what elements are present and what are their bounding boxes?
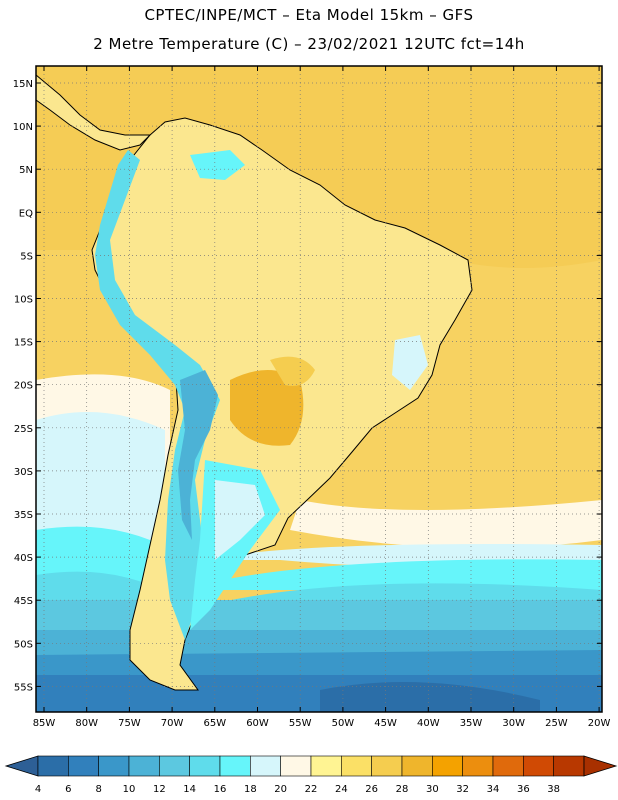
colorbar-segment bbox=[128, 755, 160, 777]
longitude-label: 80W bbox=[75, 718, 98, 729]
ocean-band-16 bbox=[36, 526, 602, 590]
pampas-mild-area bbox=[215, 480, 265, 560]
latitude-label: 15S bbox=[14, 338, 33, 349]
longitude-label: 75W bbox=[118, 718, 141, 729]
longitude-label: 55W bbox=[289, 718, 312, 729]
hot-spot-paraguay bbox=[230, 370, 304, 446]
latitude-label: 5N bbox=[19, 165, 33, 176]
colorbar-tick-label: 34 bbox=[487, 784, 500, 795]
longitude-label: 20W bbox=[588, 718, 611, 729]
longitude-label: 70W bbox=[161, 718, 184, 729]
colorbar-segment bbox=[553, 755, 585, 777]
colorbar-segment bbox=[371, 755, 403, 777]
colorbar-tick-label: 18 bbox=[244, 784, 257, 795]
colorbar-tick-label: 4 bbox=[35, 784, 41, 795]
longitude-label: 50W bbox=[332, 718, 355, 729]
colorbar-segment bbox=[492, 755, 524, 777]
colorbar-tick-label: 12 bbox=[153, 784, 166, 795]
colorbar-tick-label: 20 bbox=[274, 784, 287, 795]
colorbar-segment bbox=[37, 755, 69, 777]
colorbar-tick-label: 26 bbox=[365, 784, 378, 795]
ocean-band-4 bbox=[320, 682, 540, 712]
colorbar-segment bbox=[68, 755, 99, 777]
colorbar-tick-label: 22 bbox=[305, 784, 318, 795]
latitude-label: 5S bbox=[20, 251, 33, 262]
colorbar-tick-label: 38 bbox=[547, 784, 560, 795]
longitude-label: 25W bbox=[545, 718, 568, 729]
longitude-label: 35W bbox=[460, 718, 483, 729]
colorbar-tick-label: 6 bbox=[65, 784, 71, 795]
longitude-label: 45W bbox=[374, 718, 397, 729]
map-title-source: CPTEC/INPE/MCT – Eta Model 15km – GFS bbox=[144, 6, 474, 24]
latitude-label: 30S bbox=[14, 467, 33, 478]
map-frame bbox=[35, 65, 603, 713]
latitude-label: 15N bbox=[13, 79, 33, 90]
colorbar-segment bbox=[341, 755, 372, 777]
colorbar-tick-label: 30 bbox=[426, 784, 439, 795]
colorbar-tick-label: 10 bbox=[123, 784, 136, 795]
colorbar-segment bbox=[219, 755, 251, 777]
latitude-label: 35S bbox=[14, 510, 33, 521]
longitude-label: 60W bbox=[246, 718, 269, 729]
colorbar-segment bbox=[523, 755, 554, 777]
colorbar-segment bbox=[401, 755, 433, 777]
longitude-label: 65W bbox=[203, 718, 226, 729]
ocean-band-22 bbox=[290, 500, 602, 548]
latitude-label: 55S bbox=[14, 682, 33, 693]
guiana-highlands-cool bbox=[190, 150, 245, 180]
colorbar-tick-label: 24 bbox=[335, 784, 348, 795]
latitude-label: 25S bbox=[14, 424, 33, 435]
colorbar-tick-label: 8 bbox=[95, 784, 101, 795]
brazil-highlands-mild bbox=[392, 335, 428, 390]
central-america-land bbox=[36, 74, 152, 151]
longitude-label: 85W bbox=[33, 718, 56, 729]
colorbar-tick-label: 28 bbox=[396, 784, 409, 795]
longitude-axis: 85W 80W 75W 70W 65W 60W 55W 50W 45W 40W 35W 30W 25W 2… bbox=[33, 66, 611, 729]
latitude-label: 40S bbox=[14, 553, 33, 564]
map-title-variable: 2 Metre Temperature (C) – 23/02/2021 12U… bbox=[93, 35, 525, 53]
hot-spot-mato-grosso bbox=[270, 356, 315, 386]
latitude-label: 50S bbox=[14, 639, 33, 650]
colorbar-tick-label: 32 bbox=[456, 784, 469, 795]
latitude-label: EQ bbox=[19, 208, 33, 219]
latitude-label: 20S bbox=[14, 381, 33, 392]
colorbar-low-arrow bbox=[4, 755, 39, 777]
colorbar-tick-label: 16 bbox=[214, 784, 227, 795]
colorbar-segment bbox=[159, 755, 190, 777]
longitude-label: 30W bbox=[502, 718, 525, 729]
andes-colder-band bbox=[178, 370, 218, 540]
colorbar-high-arrow bbox=[583, 755, 618, 777]
latitude-label: 10S bbox=[14, 295, 33, 306]
colorbar-segment bbox=[310, 755, 342, 777]
latitude-label: 10N bbox=[13, 122, 33, 133]
colorbar-tick-label: 14 bbox=[183, 784, 196, 795]
colorbar-segment bbox=[280, 755, 312, 777]
colorbar-segment bbox=[98, 755, 130, 777]
latitude-axis: 15N 10N 5N EQ 5S 10S 15S 20S 25S 30S 35S 40S 45S 50S 5… bbox=[13, 79, 602, 693]
colorbar: 4 6 8 10 12 14 16 18 20 22 24 26 28 30 32 34 36 38 bbox=[4, 755, 618, 795]
map-plot-area bbox=[36, 66, 602, 712]
longitude-label: 40W bbox=[417, 718, 440, 729]
colorbar-segment bbox=[189, 755, 221, 777]
colorbar-segment bbox=[250, 755, 281, 777]
colorbar-segment bbox=[462, 755, 494, 777]
colorbar-tick-label: 36 bbox=[517, 784, 530, 795]
latitude-label: 45S bbox=[14, 596, 33, 607]
colorbar-segment bbox=[432, 755, 463, 777]
